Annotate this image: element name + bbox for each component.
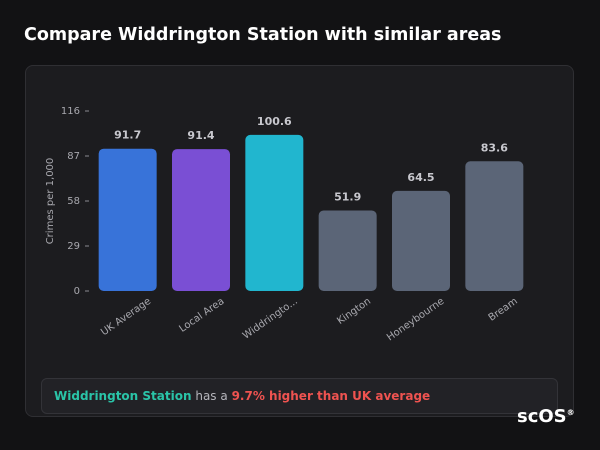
x-tick-label: UK Average [99, 296, 153, 338]
value-label: 51.9 [334, 190, 361, 203]
logo: scOS® [517, 406, 575, 427]
y-axis-label: Crimes per 1,000 [45, 158, 56, 245]
x-tick-label: Kington [335, 296, 373, 327]
bar [172, 149, 230, 291]
y-tick-label: 0 [74, 286, 80, 297]
logo-mark: ® [566, 408, 575, 417]
y-tick-label: 87 [67, 151, 80, 162]
x-tick-label: Local Area [177, 296, 226, 335]
bar [245, 134, 304, 291]
value-label: 83.6 [481, 141, 508, 154]
area-name: Widdrington Station [54, 389, 192, 403]
bar [318, 210, 377, 291]
page-title: Compare Widdrington Station with similar… [24, 25, 502, 45]
note-text: has a [195, 389, 228, 403]
x-tick-label: Widdringto... [241, 296, 300, 342]
value-label: 64.5 [407, 171, 434, 184]
value-label: 100.6 [257, 115, 292, 128]
y-tick-label: 116 [61, 106, 80, 117]
value-label: 91.4 [187, 129, 214, 142]
bar [392, 190, 450, 291]
y-tick-label: 29 [67, 241, 80, 252]
x-tick-label: Honeybourne [385, 296, 446, 344]
note-highlight: 9.7% higher than UK average [231, 389, 431, 403]
x-tick-label: Bream [487, 296, 520, 324]
logo-text: scOS [517, 406, 567, 427]
bar [465, 161, 524, 291]
bar [98, 148, 157, 291]
value-label: 91.7 [114, 129, 141, 142]
y-tick-label: 58 [67, 196, 80, 207]
comparison-note: Widdrington Station has a 9.7% higher th… [41, 378, 558, 414]
